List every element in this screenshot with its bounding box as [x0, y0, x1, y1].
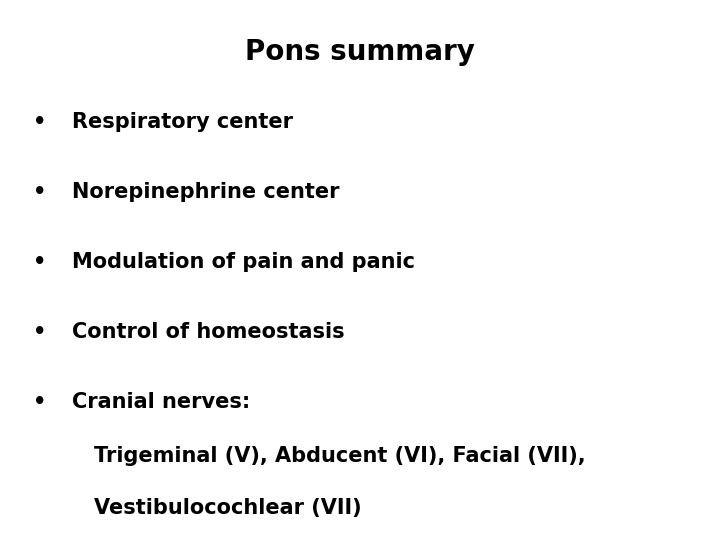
Text: •: •: [33, 111, 46, 132]
Text: Trigeminal (V), Abducent (VI), Facial (VII),: Trigeminal (V), Abducent (VI), Facial (V…: [94, 446, 585, 467]
Text: Norepinephrine center: Norepinephrine center: [72, 181, 340, 202]
Text: •: •: [33, 322, 46, 342]
Text: Control of homeostasis: Control of homeostasis: [72, 322, 345, 342]
Text: Cranial nerves:: Cranial nerves:: [72, 392, 251, 413]
Text: •: •: [33, 252, 46, 272]
Text: Respiratory center: Respiratory center: [72, 111, 293, 132]
Text: Vestibulocochlear (VII): Vestibulocochlear (VII): [94, 497, 361, 518]
Text: •: •: [33, 181, 46, 202]
Text: Pons summary: Pons summary: [245, 38, 475, 66]
Text: Modulation of pain and panic: Modulation of pain and panic: [72, 252, 415, 272]
Text: •: •: [33, 392, 46, 413]
